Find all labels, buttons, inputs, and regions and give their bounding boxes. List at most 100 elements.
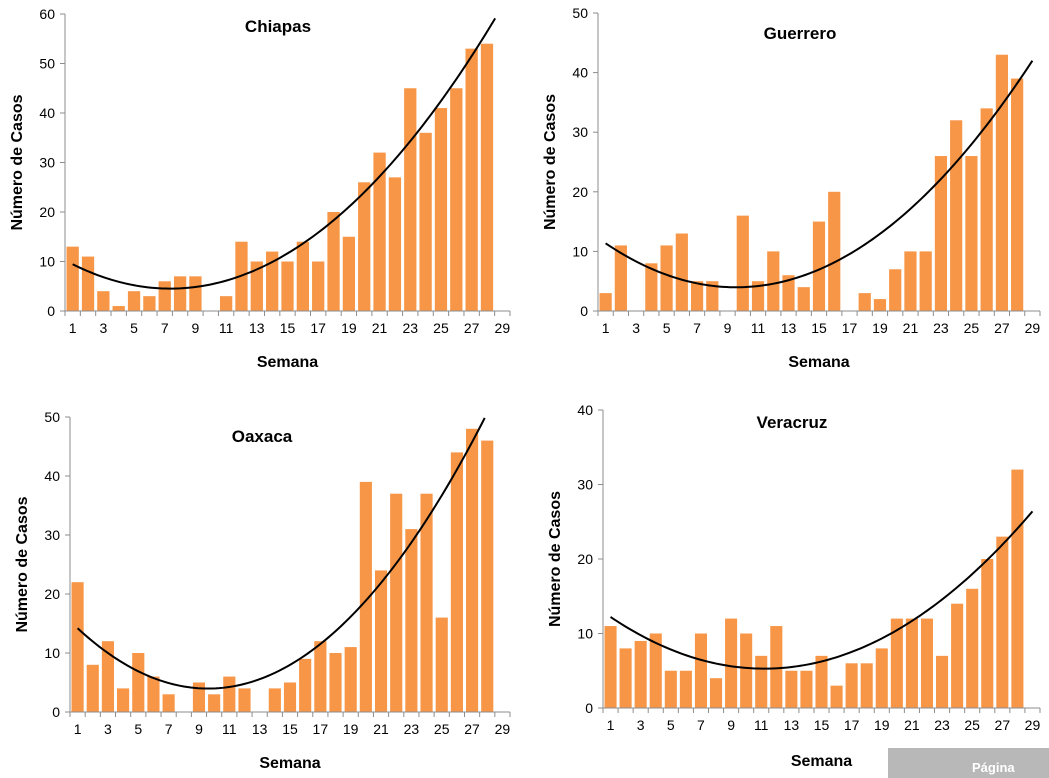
bar — [634, 640, 647, 708]
bar — [694, 633, 707, 708]
bar — [344, 647, 357, 712]
x-tick-label: 29 — [1025, 717, 1041, 733]
bar — [189, 276, 202, 311]
x-tick-label: 21 — [903, 320, 919, 336]
x-tick-label: 17 — [310, 320, 326, 336]
bar — [86, 664, 99, 712]
x-tick-label: 27 — [994, 320, 1010, 336]
x-tick-label: 25 — [433, 320, 449, 336]
bar — [112, 306, 125, 311]
y-tick-label: 20 — [577, 551, 593, 567]
y-tick-label: 30 — [577, 477, 593, 493]
y-tick-label: 50 — [39, 56, 55, 72]
x-tick-label: 15 — [814, 717, 830, 733]
bar — [71, 582, 84, 712]
bar — [314, 641, 327, 712]
y-tick-label: 0 — [52, 704, 60, 720]
bar — [143, 296, 156, 311]
bar — [845, 663, 858, 708]
bar — [767, 251, 780, 311]
bar — [873, 299, 887, 311]
bar — [740, 633, 753, 708]
bar — [604, 626, 617, 708]
x-tick-label: 7 — [697, 717, 705, 733]
y-tick-label: 0 — [585, 700, 593, 716]
bar — [250, 261, 263, 311]
bar — [238, 688, 251, 712]
bar — [419, 132, 432, 311]
bar — [192, 682, 206, 712]
y-tick-label: 30 — [39, 155, 55, 171]
y-tick-label: 20 — [44, 586, 60, 602]
x-tick-label: 23 — [934, 717, 950, 733]
bar — [359, 481, 372, 712]
x-tick-label: 29 — [495, 721, 511, 737]
bar — [934, 156, 948, 311]
page-footer-tab: Página — [888, 748, 1049, 778]
bar — [450, 88, 463, 311]
x-axis-title: Semana — [791, 753, 852, 770]
x-tick-label: 15 — [811, 320, 827, 336]
bar — [858, 293, 871, 311]
chart-title: Chiapas — [245, 17, 311, 36]
y-tick-label: 40 — [39, 105, 55, 121]
x-tick-label: 21 — [372, 320, 388, 336]
x-tick-label: 21 — [373, 721, 389, 737]
x-tick-label: 7 — [693, 320, 701, 336]
bar — [950, 120, 963, 311]
y-tick-label: 10 — [577, 626, 593, 642]
x-tick-label: 19 — [341, 320, 357, 336]
bar — [97, 291, 110, 311]
bar — [281, 261, 294, 311]
x-tick-label: 29 — [1025, 320, 1041, 336]
y-tick-label: 60 — [39, 6, 55, 22]
y-tick-label: 10 — [44, 645, 60, 661]
bar — [679, 670, 692, 708]
bar — [904, 251, 917, 311]
bar — [404, 88, 417, 311]
y-tick-label: 40 — [44, 468, 60, 484]
bar — [919, 251, 932, 311]
bar — [327, 212, 340, 311]
x-tick-label: 21 — [904, 717, 920, 733]
bar — [619, 648, 632, 708]
x-tick-label: 7 — [165, 721, 173, 737]
y-tick-label: 0 — [580, 303, 588, 319]
bar — [980, 108, 993, 311]
bar — [797, 287, 810, 311]
bar — [162, 694, 175, 712]
x-tick-label: 1 — [602, 320, 610, 336]
bar — [435, 617, 448, 712]
x-tick-label: 7 — [161, 320, 169, 336]
x-tick-label: 5 — [134, 721, 142, 737]
bar — [660, 245, 673, 311]
bar — [132, 653, 145, 712]
bar — [936, 655, 949, 708]
x-tick-label: 15 — [280, 320, 296, 336]
trend-line — [76, 417, 486, 690]
x-tick-label: 23 — [402, 320, 418, 336]
chart-title: Veracruz — [757, 413, 828, 432]
y-tick-label: 50 — [44, 409, 60, 425]
bar — [158, 281, 171, 311]
x-tick-label: 1 — [607, 717, 615, 733]
x-tick-label: 17 — [842, 320, 858, 336]
bar — [283, 682, 297, 712]
bar — [828, 191, 841, 311]
x-tick-label: 3 — [104, 721, 112, 737]
x-tick-label: 25 — [964, 717, 980, 733]
bar — [812, 221, 826, 311]
y-tick-label: 0 — [47, 303, 55, 319]
bar — [296, 241, 309, 311]
bar — [1011, 78, 1024, 311]
bar — [614, 245, 627, 311]
bar — [996, 536, 1009, 708]
x-tick-label: 25 — [434, 721, 450, 737]
bar — [981, 559, 994, 708]
x-tick-label: 11 — [751, 320, 766, 336]
x-axis-title: Semana — [788, 354, 849, 371]
x-tick-label: 23 — [404, 721, 420, 737]
